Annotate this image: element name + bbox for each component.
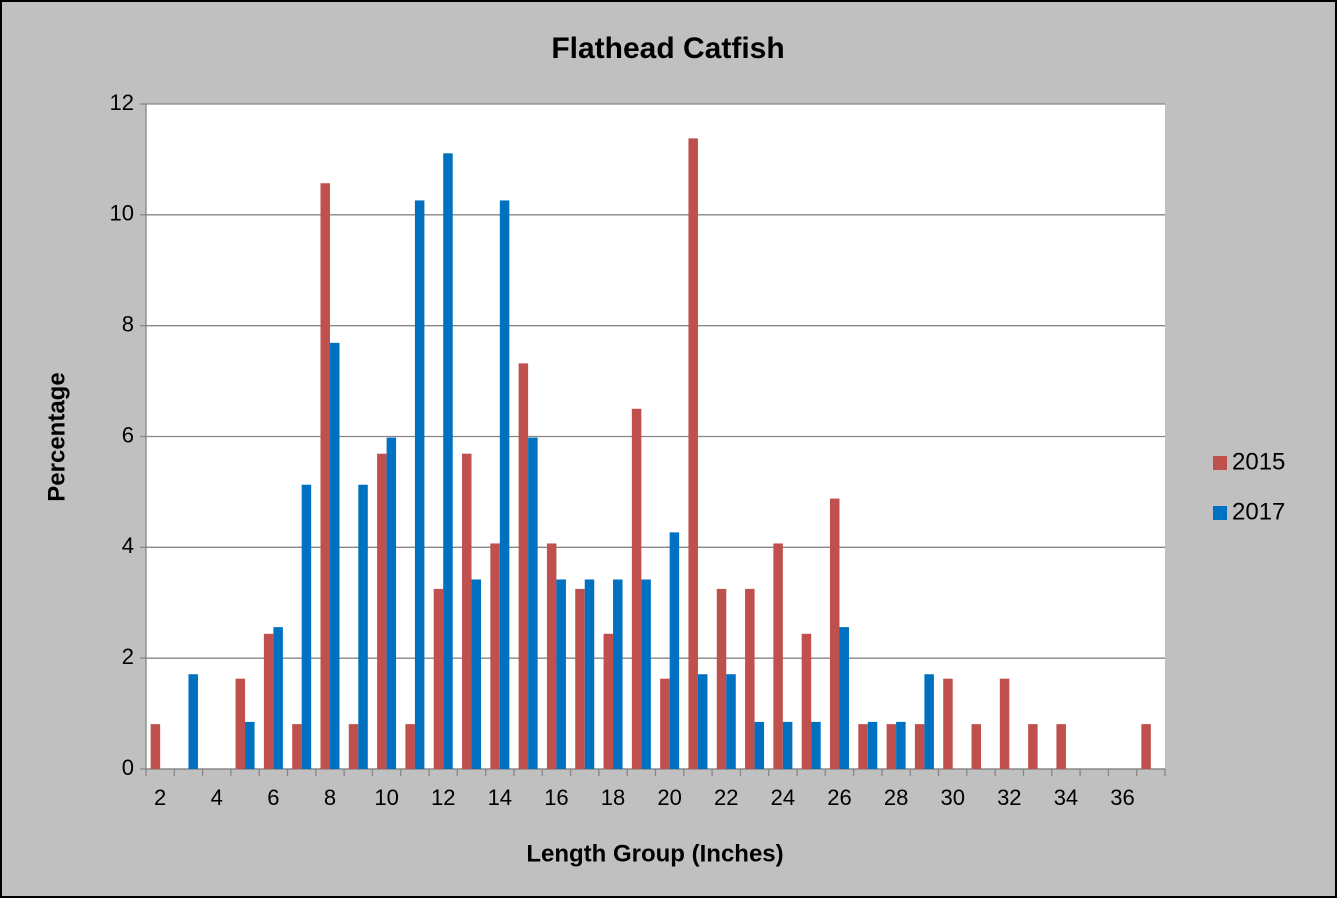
bar [839,627,849,769]
bar [414,200,425,770]
bar [745,588,755,769]
x-tick-label: 6 [267,785,279,810]
bar [858,724,868,769]
legend-swatch [1213,456,1227,470]
bar [716,588,727,769]
y-tick-label: 2 [122,644,134,669]
bar [886,724,897,769]
x-tick-label: 12 [431,785,455,810]
y-tick-label: 6 [122,422,134,447]
bar [245,721,255,769]
bar [443,153,453,770]
bar [782,721,793,769]
bar [462,453,472,769]
y-tick-label: 0 [122,755,134,780]
bar [556,579,566,769]
bar [490,543,500,769]
bar [867,721,878,769]
bar [518,363,529,769]
x-tick-label: 18 [601,785,625,810]
bar [348,724,359,769]
x-tick-label: 32 [997,785,1021,810]
y-tick-label: 12 [110,90,134,115]
bar [641,579,651,769]
bar [188,674,198,769]
bar [773,543,783,769]
x-tick-label: 2 [154,785,166,810]
x-tick-label: 10 [374,785,398,810]
x-tick-label: 36 [1110,785,1134,810]
x-tick-label: 34 [1054,785,1078,810]
bar [263,633,274,769]
bar [584,579,595,769]
y-axis-label: Percentage [43,372,70,501]
bar [386,437,397,769]
bar [924,674,934,769]
bar [546,543,557,769]
bar [528,437,538,769]
bar [575,588,585,769]
x-tick-label: 20 [657,785,681,810]
legend-label: 2017 [1232,498,1285,525]
bar [829,498,840,769]
x-tick-label: 14 [488,785,512,810]
x-tick-label: 28 [884,785,908,810]
chart-title: Flathead Catfish [551,32,784,65]
x-tick-label: 16 [544,785,568,810]
bar [433,588,444,769]
bar [150,724,161,769]
x-tick-label: 8 [324,785,336,810]
bar [697,674,708,769]
bar [377,453,387,769]
bar [1028,724,1038,769]
bar [943,678,953,769]
bar [971,724,982,769]
legend-swatch [1213,506,1227,520]
bar [292,724,302,769]
bar [273,627,283,769]
legend-label: 2015 [1232,448,1285,475]
y-tick-label: 4 [122,533,134,558]
bar [301,484,312,769]
bar [613,579,623,769]
y-tick-label: 8 [122,311,134,336]
x-tick-label: 24 [771,785,795,810]
x-tick-label: 4 [211,785,223,810]
bar [688,138,698,769]
x-axis-label: Length Group (Inches) [526,840,783,867]
bar [914,724,925,769]
bar [358,484,368,769]
bar [235,678,246,769]
bar [811,721,821,769]
bar [603,633,614,769]
bar [896,721,906,769]
bar [405,724,415,769]
bar [499,200,510,770]
bar [801,633,812,769]
x-tick-label: 22 [714,785,738,810]
bar [999,678,1010,769]
bar [1141,724,1151,769]
bar [320,183,330,769]
y-tick-label: 10 [110,201,134,226]
x-tick-label: 26 [827,785,851,810]
x-tick-label: 30 [940,785,964,810]
bar [660,678,670,769]
bar [471,579,482,769]
bar [669,532,680,769]
bar [329,342,340,769]
bar [1056,724,1066,769]
bar [726,674,736,769]
bar [754,721,765,769]
bar [631,408,642,769]
